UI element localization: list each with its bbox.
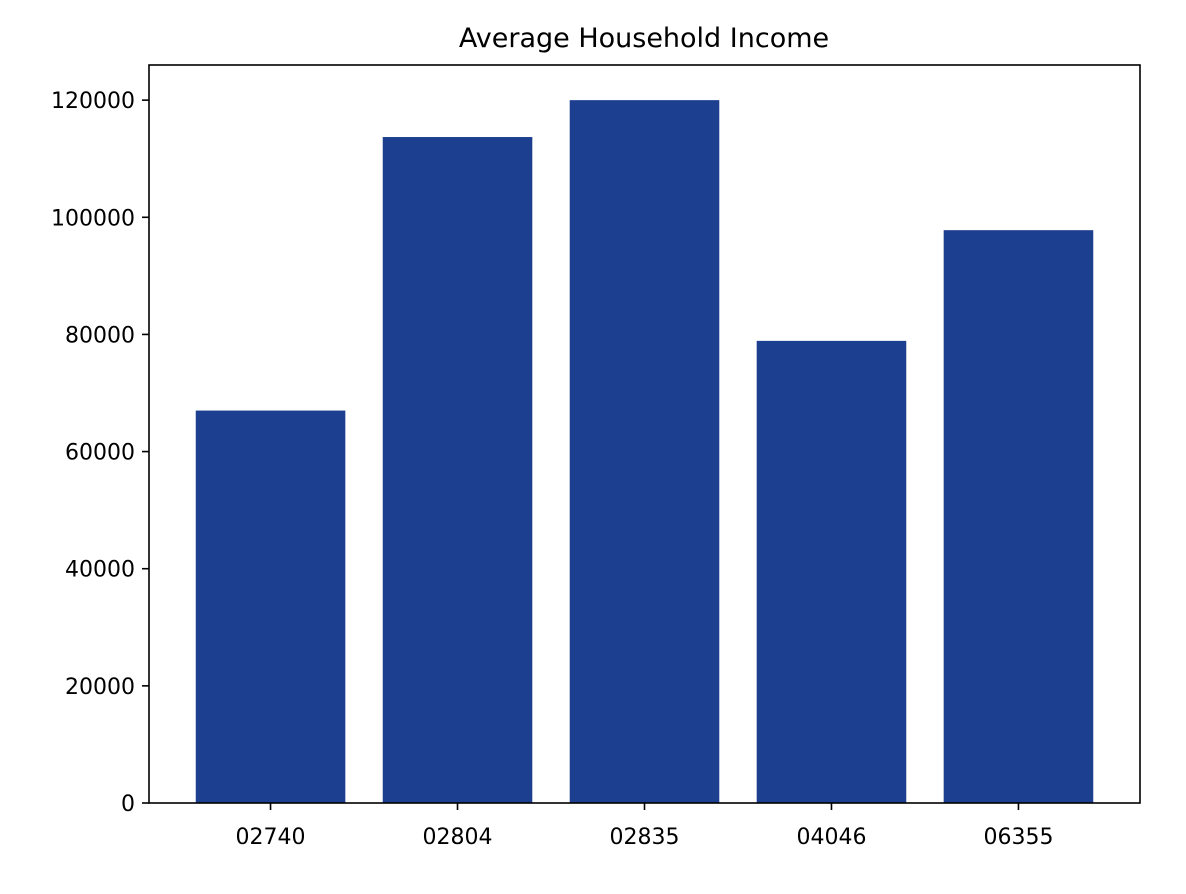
y-tick-label: 40000 [65, 558, 135, 583]
bar-04046 [756, 340, 907, 803]
bar-02740 [195, 410, 346, 803]
bars-layer [195, 100, 1094, 804]
chart-title: Average Household Income [459, 23, 829, 54]
bar-06355 [943, 230, 1094, 804]
y-tick-label: 0 [121, 792, 135, 817]
y-tick-label: 60000 [65, 441, 135, 466]
x-tick-label: 02804 [423, 825, 493, 850]
bar-02835 [569, 100, 720, 803]
x-tick-label: 04046 [796, 825, 866, 850]
x-tick-label: 06355 [983, 825, 1053, 850]
y-tick-label: 100000 [51, 206, 135, 231]
x-tick-label: 02835 [610, 825, 680, 850]
bar-02804 [382, 137, 533, 804]
axes-layer: 0 20000 40000 60000 80000 100000 120000 02740 02… [51, 64, 1141, 850]
x-tick-label: 02740 [236, 825, 306, 850]
y-tick-label: 120000 [51, 89, 135, 114]
y-tick-label: 80000 [65, 323, 135, 348]
y-tick-label: 20000 [65, 675, 135, 700]
